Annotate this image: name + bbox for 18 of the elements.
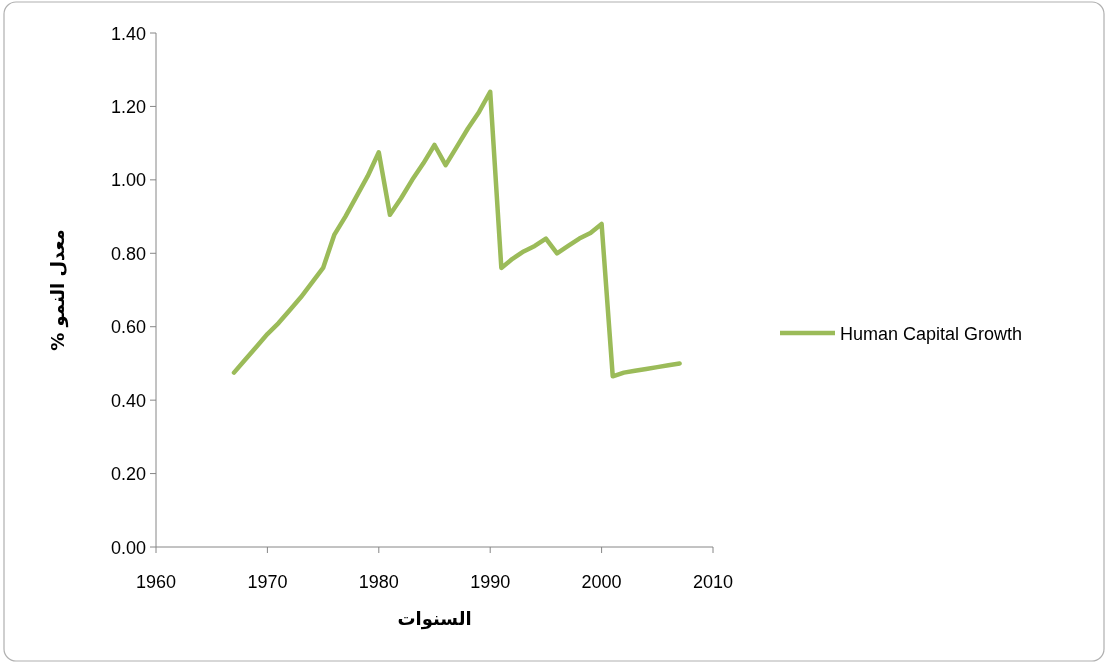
legend-label: Human Capital Growth xyxy=(840,324,1023,344)
y-tick-label: 1.00 xyxy=(110,170,146,191)
y-tick-label: 0.00 xyxy=(110,537,146,558)
x-axis-title: السنوات xyxy=(397,608,472,630)
legend: Human Capital Growth xyxy=(780,324,1023,344)
y-tick-label: 0.60 xyxy=(110,317,146,338)
y-tick-label: 0.40 xyxy=(110,390,146,411)
x-tick-label: 1960 xyxy=(135,572,177,592)
x-tick-label: 2000 xyxy=(581,572,622,592)
x-tick-label: 1990 xyxy=(470,572,511,592)
y-tick-label: 0.80 xyxy=(110,243,146,264)
x-tick-label: 1970 xyxy=(247,572,288,592)
y-tick-label: 1.40 xyxy=(110,23,146,44)
y-tick-label: 1.20 xyxy=(110,96,146,117)
y-axis-title: معدل النمو % xyxy=(47,229,69,351)
y-tick-label: 0.20 xyxy=(110,464,146,485)
x-tick-label: 1980 xyxy=(358,572,399,592)
x-tick-label: 2010 xyxy=(692,572,734,592)
